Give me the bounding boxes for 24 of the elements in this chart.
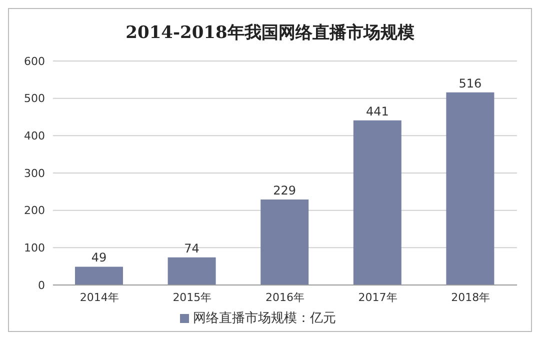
x-tick-label: 2017年	[358, 290, 398, 304]
data-label: 229	[273, 184, 296, 198]
data-label: 49	[91, 250, 107, 265]
y-tick-label: 200	[24, 204, 45, 218]
y-tick-label: 400	[24, 130, 45, 143]
y-tick-label: 600	[24, 54, 45, 68]
chart-title: 2014-2018年我国网络直播市场规模	[124, 22, 416, 45]
x-tick-label: 2015年	[172, 290, 212, 304]
bar	[75, 266, 123, 285]
x-tick-label: 2016年	[266, 290, 304, 304]
bar	[168, 257, 216, 285]
y-tick-label: 100	[24, 242, 45, 255]
legend-label: 网络直播市场规模：亿元	[193, 311, 336, 326]
data-label: 74	[184, 241, 200, 256]
data-label: 516	[458, 76, 482, 90]
bar	[260, 200, 309, 285]
y-tick-label: 500	[24, 92, 45, 106]
x-tick-label: 2018年	[451, 290, 490, 304]
bar	[446, 92, 494, 285]
bar	[353, 120, 402, 285]
x-tick-label: 2014年	[80, 290, 119, 304]
data-label: 441	[366, 104, 389, 118]
y-tick-label: 0	[38, 278, 45, 292]
y-tick-label: 300	[24, 166, 45, 180]
